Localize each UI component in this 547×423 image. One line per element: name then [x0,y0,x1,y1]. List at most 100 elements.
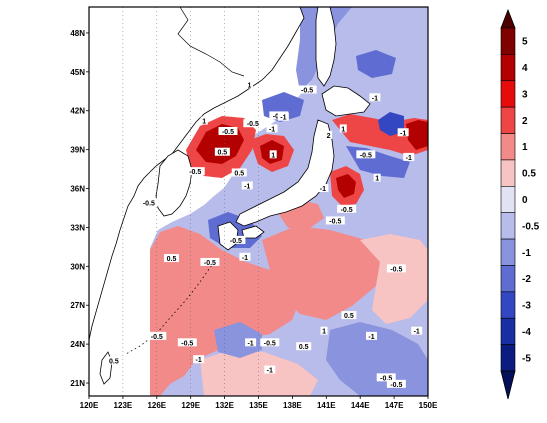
lon-tick-label: 141E [317,401,336,410]
lon-tick-label: 144E [351,401,370,410]
warm-anomaly-east [360,234,428,324]
contour-label: 1 [341,126,345,133]
contour-label-bg [264,365,276,374]
lon-tick-label: 135E [249,401,268,410]
contour-label: -0.5 [360,152,372,159]
contour-label: -1 [244,183,250,190]
lon-tick-label: 120E [80,401,99,410]
colorbar: 5 4 3 2 1 0.5 0 -0.5 -1 -2 -3 -4 -5 [500,8,540,400]
contour-label: -0.5 [143,200,155,207]
contour-label: 1 [375,176,379,183]
contour-label-bg [339,124,347,133]
contour-label: -1 [195,357,201,364]
colorbar-bin [500,159,516,187]
korean-peninsula [155,149,193,217]
contour-label: 0.5 [167,256,177,263]
contour-label: 0.5 [299,344,309,351]
map-panel: 1 -0.5 -1 -0.5 -1 1 -0.5 -1 -0.5 1 -1 2 0.5 1 -0.5 -1 -0… [89,7,428,396]
contour-label: -1 [280,115,286,122]
lon-tick-label: 129E [181,401,200,410]
contour-labels: 1 -0.5 -1 -0.5 -1 1 -0.5 -1 -0.5 1 -1 2 0.5 1 -0.5 -1 -0… [106,80,423,389]
colorbar-bin [500,186,516,213]
colorbar-tick-label: -4 [522,327,531,338]
contour-label: -0.5 [264,340,276,347]
contour-label-bg [245,338,257,347]
contour-label: -0.5 [230,238,242,245]
colorbar-tick-label: 0.5 [522,169,536,180]
warm-core-kuroshio [336,174,356,198]
lon-tick-label: 147E [385,401,404,410]
contour-label-bg [139,198,159,207]
contour-label-bg [369,93,381,102]
colorbar-tick-label: 4 [522,63,528,74]
warm-anomaly-south-strip [200,350,318,396]
contour-label-bg [277,112,289,121]
contour-label: -1 [242,255,248,262]
lat-tick-label: 30N [70,262,85,271]
contour-label-bg [366,331,377,340]
contour-label: -0.5 [181,340,193,347]
colorbar-bin [500,317,516,345]
lat-tick-label: 24N [70,340,85,349]
cool-anomaly-south-center [214,322,262,358]
contour-label: 2 [327,133,331,140]
contour-label-bg [239,252,251,261]
lat-tick-label: 48N [70,29,85,38]
contour-label-bg [218,126,238,135]
colorbar-tick-label: -5 [522,353,531,364]
contour-label: -1 [372,95,378,102]
contour-label: -0.5 [329,218,341,225]
contour-label-bg [260,338,280,347]
china-border-line [177,7,245,77]
contour-label: -1 [269,126,275,133]
colorbar-top-arrow [500,8,516,29]
contour-label-bg [185,167,205,176]
latitude-axis: 21N 24N 27N 30N 33N 36N 39N 42N 45N 48N [70,29,89,388]
contour-label: 0.5 [109,358,119,365]
colorbar-bin [500,291,516,319]
colorbar-tick-label: 1 [522,142,528,153]
colorbar-bin [500,133,516,161]
contour-label: -0.5 [380,375,392,382]
contour-label: 0.5 [217,150,227,157]
lat-tick-label: 33N [70,223,85,232]
contour-label-bg [341,311,357,320]
contour-label-bg [296,342,312,351]
cool-anomaly-okhotsk [356,50,396,78]
longitude-axis: 120E 123E 126E 129E 132E 135E 138E 141E 144E 147E… [80,396,438,410]
contour-label-bg [386,264,406,273]
contour-label-bg [373,173,381,182]
contour-label-bg [386,379,406,388]
contour-label-bg [376,373,396,382]
contour-label-bg [243,119,263,128]
contour-label: -0.5 [301,87,313,94]
meridian-grid [122,7,259,396]
contour-label: 0.5 [234,170,244,177]
contour-label: -1 [247,340,253,347]
contour-label: -0.5 [151,334,163,341]
contour-label-bg [245,80,253,89]
lon-tick-label: 126E [147,401,166,410]
contour-label-bg [317,184,329,193]
contour-label-bg [266,124,278,133]
sakhalin-island [315,7,337,87]
lat-tick-label: 42N [70,107,85,116]
colorbar-bottom-arrow [500,370,516,400]
warm-anomaly-central [262,226,380,320]
contour-label: -1 [320,186,326,193]
lon-tick-label: 138E [283,401,302,410]
contour-label: 1 [271,152,275,159]
contour-label-bg [325,130,333,139]
contour-label: 1 [322,329,326,336]
colorbar-tick-label: -1 [522,248,531,259]
lat-tick-label: 27N [70,301,85,310]
lon-tick-label: 123E [114,401,133,410]
colorbar-bin [500,238,516,266]
contour-label: -0.5 [247,121,259,128]
contour-label-bg [241,181,253,190]
contour-label-bg [106,356,122,365]
contour-label: -0.5 [222,129,234,136]
warm-anomaly-southwest [150,226,300,396]
colorbar-tick-label: 2 [522,116,528,127]
